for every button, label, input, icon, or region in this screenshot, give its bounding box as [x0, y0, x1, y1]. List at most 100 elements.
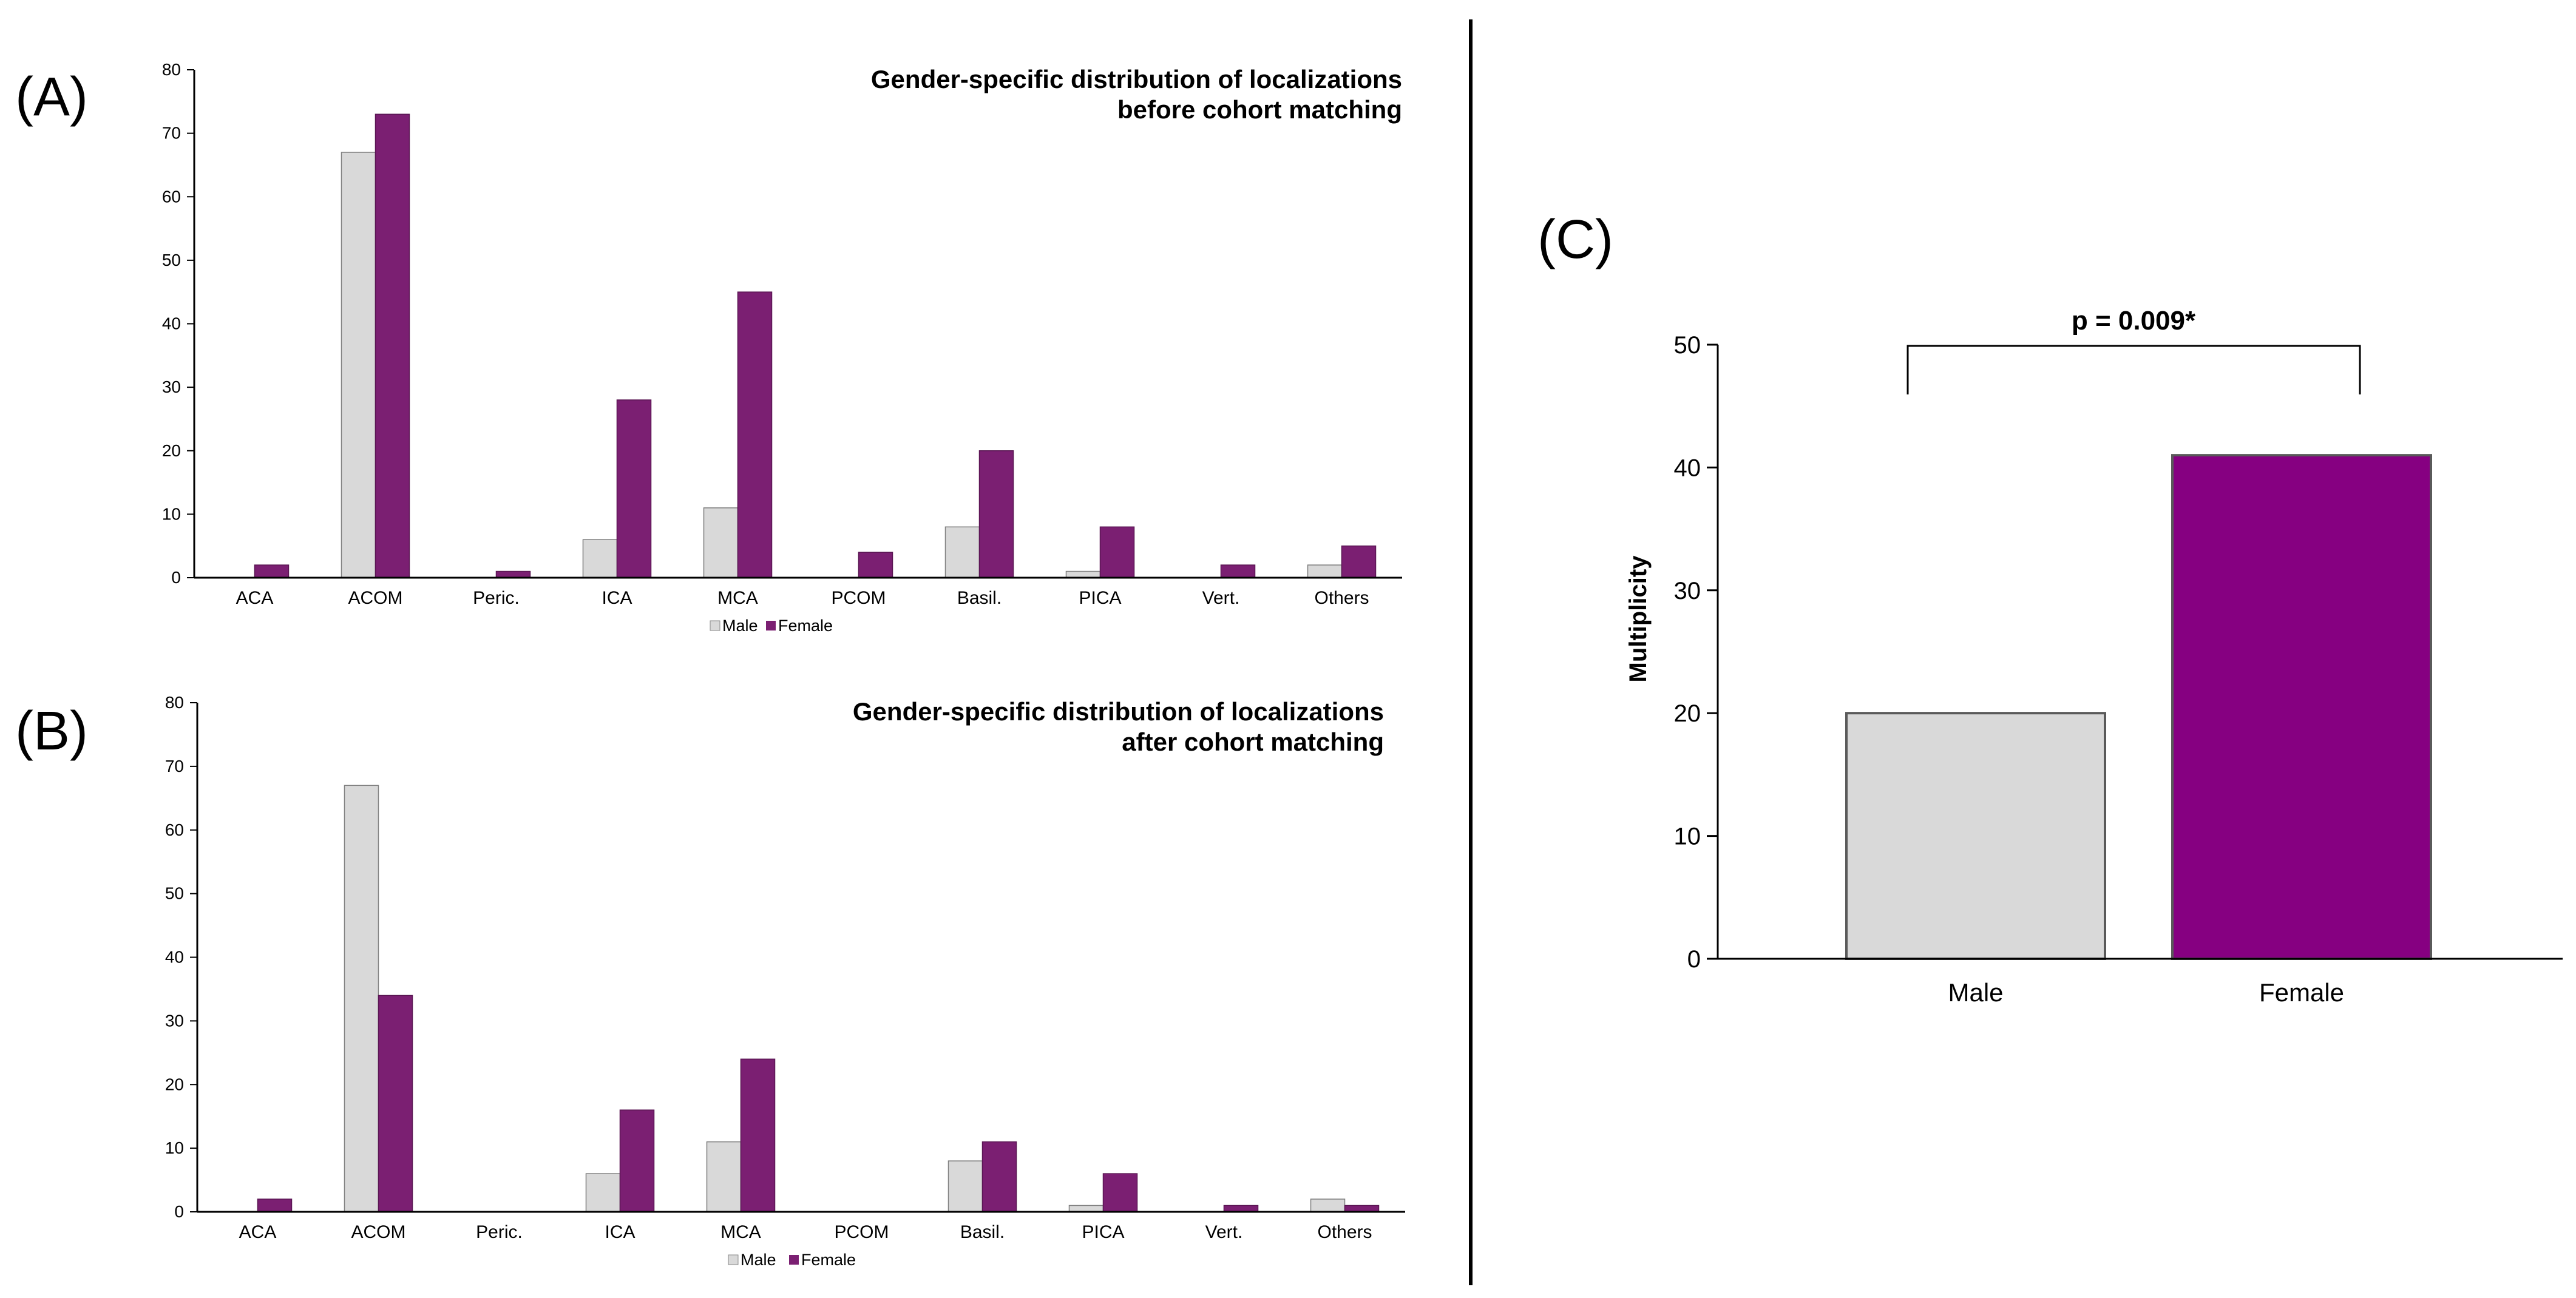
panel-c-y-tick-label: 20: [1674, 700, 1701, 727]
panel-a-bar-male: [703, 507, 739, 578]
panel-b-legend-female-label: Female: [801, 1251, 856, 1269]
panel-a-bar-female: [1341, 545, 1377, 578]
panel-a-title-line1: Gender-specific distribution of localiza…: [871, 65, 1402, 93]
panel-a-legend-female-label: Female: [778, 617, 833, 635]
panel-c-y-tick-label: 30: [1674, 578, 1701, 604]
panel-b-x-tick-label: MCA: [720, 1222, 761, 1242]
panel-c-label: (C): [1537, 209, 1613, 270]
panel-a-bars: [254, 113, 1377, 578]
panel-b-bar-female: [378, 995, 413, 1212]
panel-b-title-line1: Gender-specific distribution of localiza…: [853, 697, 1384, 726]
panel-c-x-tick-label: Female: [2259, 978, 2344, 1007]
panel-b-bar-female: [619, 1109, 655, 1212]
p-value-annotation: p = 0.009*: [2072, 306, 2196, 336]
panel-a-title-line2: before cohort matching: [1117, 95, 1402, 124]
panel-a-bar-female: [1099, 526, 1135, 578]
panel-b-y-tick-label: 0: [174, 1202, 184, 1221]
panel-a-bar-male: [582, 539, 618, 578]
panel-b-x-tick-label: ICA: [605, 1222, 635, 1242]
panel-b-x-tick-label: Peric.: [476, 1222, 523, 1242]
panel-a-bar-female: [495, 570, 531, 578]
panel-a-x-tick-label: ACOM: [348, 588, 403, 608]
panel-b-x-tick-label: Others: [1317, 1222, 1372, 1242]
panel-b-y-tick-label: 30: [165, 1011, 184, 1030]
panel-b-x-axis: ACA ACOM Peric. ICA MCA PCOM Basil. PICA Vert. Ot…: [239, 1222, 1372, 1242]
panel-b-bar-female: [257, 1198, 293, 1212]
panel-c-y-tick-label: 50: [1674, 332, 1701, 359]
panel-a-x-axis: ACA ACOM Peric. ICA MCA PCOM Basil. PICA Vert. Ot…: [236, 588, 1369, 608]
panel-a-bar-female: [1220, 564, 1256, 578]
panel-b-bar-male: [1068, 1205, 1104, 1212]
panel-c-y-tick-label: 0: [1687, 946, 1701, 973]
panel-a: (A) Gender-specific distribution of loca…: [15, 60, 1402, 635]
panel-c-bar-male: [1845, 712, 2106, 960]
panel-b-x-tick-label: Basil.: [960, 1222, 1005, 1242]
panel-b-bar-female: [1102, 1173, 1138, 1212]
panel-c-bars: [1845, 454, 2432, 960]
panel-a-y-tick-label: 80: [162, 60, 181, 79]
panel-a-bar-male: [1065, 570, 1101, 578]
panel-a-bar-male: [944, 526, 980, 578]
panel-b-bar-male: [947, 1160, 983, 1212]
panel-b-x-tick-label: PCOM: [835, 1222, 889, 1242]
panel-a-x-tick-label: ACA: [236, 588, 274, 608]
panel-b-label: (B): [15, 701, 88, 762]
panel-b-legend-female-swatch: [789, 1255, 799, 1265]
panel-a-x-tick-label: Others: [1314, 588, 1369, 608]
panel-a-legend: Male Female: [710, 617, 833, 635]
panel-b-bars: [257, 785, 1380, 1212]
panel-a-y-tick-label: 10: [162, 504, 181, 523]
panel-a-y-axis: 0 10 20 30 40 50 60 70 80: [162, 60, 194, 587]
panel-a-y-tick-label: 50: [162, 251, 181, 269]
significance-bracket: [1907, 345, 2361, 394]
panel-a-x-tick-label: Vert.: [1202, 588, 1240, 608]
panel-a-x-tick-label: ICA: [602, 588, 632, 608]
panel-b-y-axis: 0 10 20 30 40 50 60 70 80: [165, 693, 197, 1221]
panel-b-x-tick-label: ACOM: [351, 1222, 406, 1242]
panel-a-legend-female-swatch: [766, 621, 776, 630]
panel-c-y-tick-label: 40: [1674, 455, 1701, 481]
panel-a-bar-male: [1307, 564, 1343, 578]
panel-a-y-tick-label: 0: [171, 568, 181, 587]
panel-a-y-tick-label: 40: [162, 314, 181, 333]
panel-a-label: (A): [15, 67, 88, 127]
panel-b-y-tick-label: 50: [165, 884, 184, 903]
panel-a-bar-female: [616, 399, 652, 578]
panel-b-title-line2: after cohort matching: [1122, 728, 1384, 756]
panel-b-y-tick-label: 70: [165, 757, 184, 776]
panel-a-bar-female: [858, 552, 893, 578]
panel-c-bar-female: [2171, 454, 2432, 960]
panel-b-bar-male: [706, 1141, 742, 1212]
panel-b: (B) Gender-specific distribution of loca…: [15, 693, 1405, 1269]
panel-b-x-tick-label: ACA: [239, 1222, 277, 1242]
panel-a-bar-female: [375, 113, 410, 578]
panel-b-bar-male: [344, 785, 379, 1212]
panel-a-y-tick-label: 30: [162, 377, 181, 396]
panel-a-legend-male-swatch: [710, 620, 720, 631]
panel-a-y-tick-label: 20: [162, 441, 181, 460]
panel-c-y-tick-label: 10: [1674, 823, 1701, 850]
panel-b-bar-female: [740, 1058, 776, 1212]
panel-a-legend-male-label: Male: [722, 617, 758, 635]
panel-b-legend-male-swatch: [728, 1254, 739, 1265]
panel-b-legend-male-label: Male: [741, 1251, 776, 1269]
panel-a-x-tick-label: PICA: [1079, 588, 1121, 608]
panel-b-bar-male: [1310, 1198, 1346, 1212]
panel-a-x-tick-label: Basil.: [957, 588, 1002, 608]
panel-a-x-tick-label: MCA: [717, 588, 758, 608]
panel-c-x-axis: Male Female: [1948, 978, 2344, 1007]
panel-b-y-tick-label: 40: [165, 948, 184, 967]
panel-b-y-tick-label: 10: [165, 1138, 184, 1157]
panel-a-x-tick-label: PCOM: [832, 588, 886, 608]
panel-b-y-tick-label: 60: [165, 820, 184, 839]
panel-b-y-tick-label: 20: [165, 1075, 184, 1093]
panel-b-bar-female: [1344, 1205, 1380, 1212]
panel-a-bar-female: [737, 291, 773, 578]
panel-b-bar-male: [585, 1173, 621, 1212]
panel-b-bar-female: [1223, 1205, 1259, 1212]
panel-b-x-tick-label: Vert.: [1205, 1222, 1243, 1242]
panel-c-y-axis: 0 10 20 30 40 50: [1674, 332, 1718, 973]
panel-b-bar-female: [981, 1141, 1017, 1212]
